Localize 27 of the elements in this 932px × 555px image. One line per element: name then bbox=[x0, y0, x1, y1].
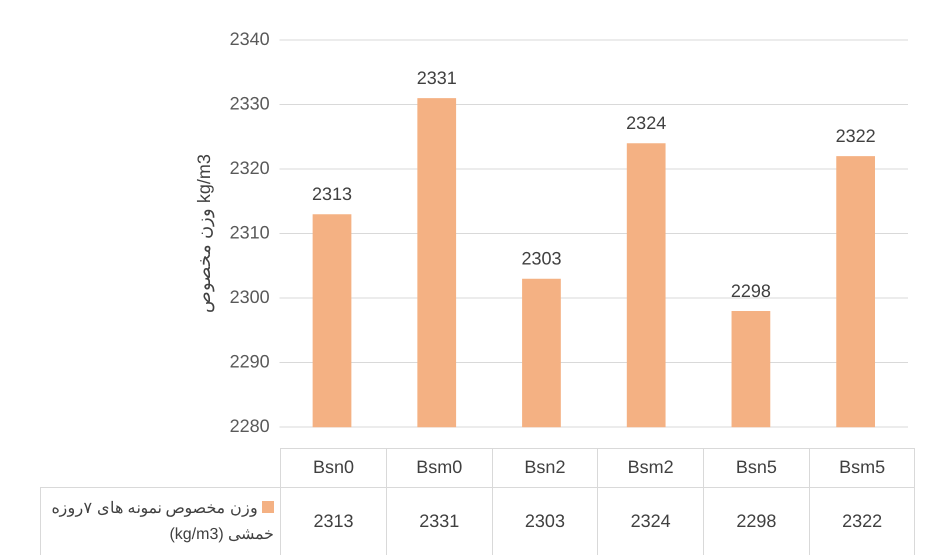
text: 2322 bbox=[809, 487, 915, 555]
y-tick-label: 2280 bbox=[230, 416, 270, 436]
text: 2331 bbox=[386, 487, 492, 555]
x-tick-label: Bsm5 bbox=[809, 448, 915, 487]
data-label: 2331 bbox=[416, 68, 457, 88]
data-label: 2322 bbox=[836, 126, 876, 146]
data-label: 2303 bbox=[521, 248, 562, 269]
text: 2324 bbox=[598, 487, 704, 555]
x-tick-label: Bsn2 bbox=[492, 448, 598, 487]
y-tick-label: 2290 bbox=[230, 352, 270, 372]
data-label: 2298 bbox=[730, 281, 771, 302]
y-tick-label: 2320 bbox=[230, 158, 270, 178]
y-tick-label: 2330 bbox=[230, 94, 270, 114]
x-tick-label: Bsm2 bbox=[598, 448, 704, 487]
data-label: 2324 bbox=[626, 113, 666, 134]
y-axis-title: وزن مخصوص kg/m3 bbox=[194, 154, 215, 314]
data-label: 2313 bbox=[312, 184, 352, 204]
text: 2313 bbox=[280, 487, 386, 555]
text: 2298 bbox=[704, 487, 810, 555]
text: 2303 bbox=[492, 487, 598, 555]
text: وزن مخصوص نمونه های ۷روزه خمشی (kg/m3) bbox=[51, 500, 274, 542]
y-tick-label: 2310 bbox=[230, 222, 270, 243]
y-tick-label: 2340 bbox=[230, 28, 270, 49]
x-tick-label: Bsn0 bbox=[280, 448, 386, 487]
x-tick-label: Bsn5 bbox=[704, 448, 810, 487]
x-tick-label: Bsm0 bbox=[386, 448, 492, 487]
y-tick-label: 2300 bbox=[230, 287, 270, 308]
